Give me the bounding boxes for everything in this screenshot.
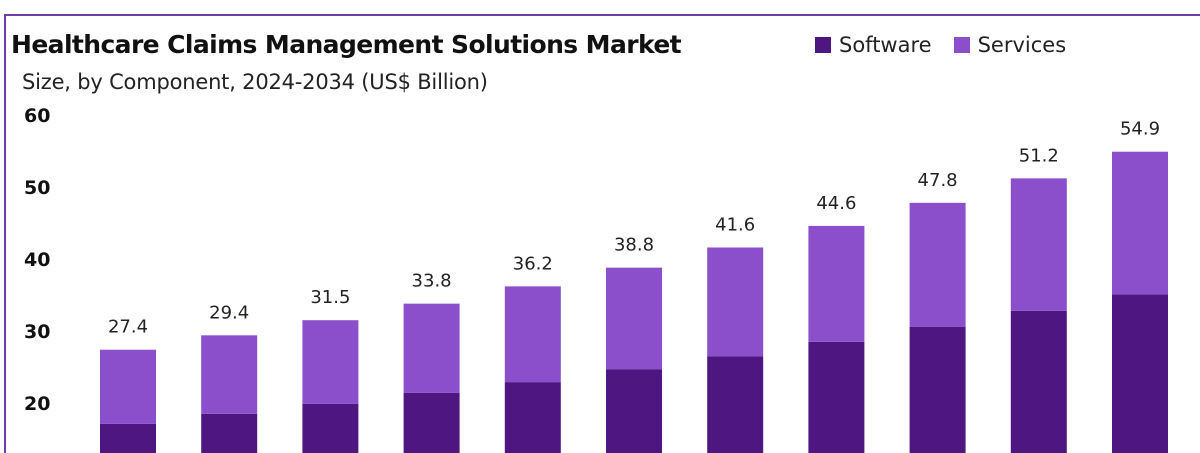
bar-software-2024 <box>100 423 156 453</box>
bar-software-2026 <box>302 403 359 453</box>
bar-services-2026 <box>302 320 359 404</box>
data-label-2031: 44.6 <box>816 193 856 214</box>
bar-services-2032 <box>909 202 966 327</box>
data-label-2029: 38.8 <box>614 235 654 256</box>
chart-frame <box>4 14 1200 453</box>
bar-services-2033 <box>1010 178 1067 311</box>
data-label-2025: 29.4 <box>209 302 249 323</box>
data-label-2026: 31.5 <box>310 287 350 308</box>
legend: Software Services <box>815 33 1066 57</box>
y-tick-label: 20 <box>24 393 50 415</box>
bar-software-2033 <box>1010 310 1067 453</box>
legend-item-software: Software <box>815 33 932 57</box>
legend-item-services: Services <box>953 33 1067 57</box>
bar-software-2034 <box>1112 294 1168 453</box>
bar-services-2028 <box>504 286 561 383</box>
bar-software-2025 <box>201 413 258 453</box>
bar-software-2027 <box>403 392 460 453</box>
legend-swatch-services <box>953 37 970 53</box>
y-tick-label: 30 <box>24 321 50 343</box>
data-label-2028: 36.2 <box>513 253 553 274</box>
data-label-2027: 33.8 <box>412 271 452 292</box>
legend-label-software: Software <box>839 33 932 57</box>
data-label-2034: 54.9 <box>1120 119 1160 140</box>
data-label-2024: 27.4 <box>108 317 148 338</box>
data-label-2030: 41.6 <box>715 214 755 235</box>
y-tick-label: 50 <box>24 177 50 199</box>
bar-software-2028 <box>504 382 561 453</box>
bar-services-2024 <box>100 349 156 424</box>
bar-software-2031 <box>808 341 865 453</box>
legend-label-services: Services <box>977 33 1067 57</box>
bar-services-2027 <box>403 303 460 393</box>
y-tick-label: 40 <box>24 249 50 271</box>
data-label-2032: 47.8 <box>918 170 958 191</box>
bar-software-2032 <box>909 326 966 453</box>
data-label-2033: 51.2 <box>1019 145 1059 166</box>
y-tick-label: 60 <box>24 105 50 127</box>
chart-subtitle: Size, by Component, 2024-2034 (US$ Billi… <box>22 70 488 94</box>
bar-services-2034 <box>1112 151 1168 295</box>
bar-software-2030 <box>707 356 764 453</box>
bar-services-2025 <box>201 335 258 414</box>
bar-services-2030 <box>707 247 764 357</box>
bar-services-2031 <box>808 225 865 342</box>
chart-title: Healthcare Claims Management Solutions M… <box>11 30 682 59</box>
bar-software-2029 <box>606 369 662 453</box>
legend-swatch-software <box>815 37 831 53</box>
bar-services-2029 <box>606 267 662 370</box>
